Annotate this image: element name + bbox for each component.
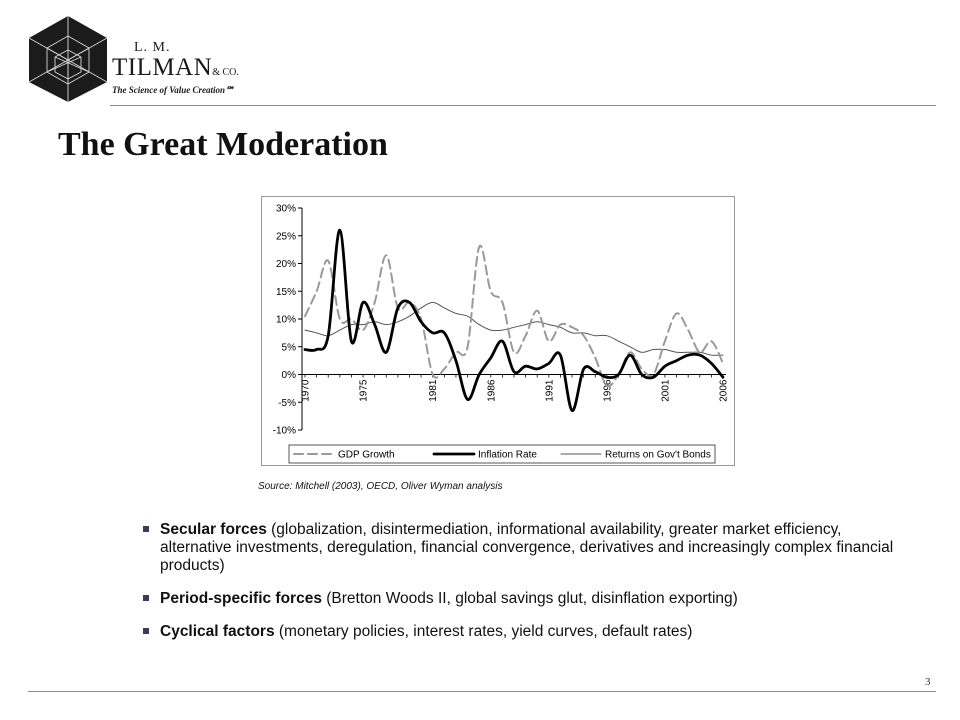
y-tick-label: -10%	[273, 426, 296, 437]
chart-container: 30% 25% 20% 15% 10% 5% 0% -5% -10% 1970 1975 1981 19…	[261, 196, 735, 466]
y-tick-label: 0%	[282, 370, 297, 381]
brand-initials: L. M.	[134, 40, 171, 55]
square-bullet-icon	[143, 628, 149, 634]
x-tick-label: 1981	[428, 379, 439, 402]
footer-divider	[28, 691, 936, 692]
x-tick-label: 2006	[719, 379, 730, 402]
bullet-item-secular: Secular forces (globalization, disinterm…	[143, 521, 903, 575]
brand-suffix: & CO.	[212, 67, 239, 78]
y-tick-label: 10%	[276, 315, 296, 326]
series-line-gdp-growth	[304, 244, 724, 388]
chart-source-note: Source: Mitchell (2003), OECD, Oliver Wy…	[258, 481, 503, 492]
y-tick-label: 20%	[276, 259, 296, 270]
legend-label: GDP Growth	[338, 450, 395, 461]
x-tick-label: 1996	[602, 379, 613, 402]
brand-tagline: The Science of Value Creation℠	[112, 85, 235, 95]
slide-title: The Great Moderation	[58, 126, 388, 163]
series-line-inflation-rate	[303, 228, 725, 413]
line-chart: 30% 25% 20% 15% 10% 5% 0% -5% -10% 1970 1975 1981 19…	[273, 204, 730, 464]
bullet-heading: Cyclical factors	[160, 623, 275, 640]
x-tick-label: 1975	[359, 379, 370, 402]
y-tick-label: 5%	[282, 342, 297, 353]
brand-name: TILMAN& CO.	[112, 54, 239, 82]
bullet-text: (Bretton Woods II, global savings glut, …	[321, 590, 738, 607]
bullet-heading: Secular forces	[160, 521, 267, 538]
y-tick-label: -5%	[278, 398, 296, 409]
company-logo-icon	[28, 16, 108, 102]
bullet-list: Secular forces (globalization, disinterm…	[143, 521, 903, 656]
y-tick-label: 30%	[276, 204, 296, 215]
series-line-returns-on-gov-t-bonds	[304, 301, 724, 356]
bullet-item-period: Period-specific forces (Bretton Woods II…	[143, 590, 903, 608]
header-divider	[110, 105, 936, 106]
x-tick-label: 1991	[544, 379, 555, 402]
bullet-text: (globalization, disintermediation, infor…	[160, 521, 894, 574]
page-number: 3	[925, 676, 931, 688]
legend-box	[288, 444, 716, 464]
x-tick-label: 2001	[660, 379, 671, 402]
legend-label: Returns on Gov't Bonds	[605, 450, 711, 461]
square-bullet-icon	[143, 595, 149, 601]
bullet-text: (monetary policies, interest rates, yiel…	[274, 623, 693, 640]
brand-name-text: TILMAN	[112, 54, 213, 81]
square-bullet-icon	[143, 526, 149, 532]
bullet-heading: Period-specific forces	[160, 590, 322, 607]
y-tick-label: 25%	[276, 231, 296, 242]
legend-label: Inflation Rate	[478, 450, 537, 461]
bullet-item-cyclical: Cyclical factors (monetary policies, int…	[143, 623, 903, 641]
x-tick-label: 1970	[301, 379, 312, 402]
x-tick-label: 1986	[486, 379, 497, 402]
y-tick-label: 15%	[276, 287, 296, 298]
